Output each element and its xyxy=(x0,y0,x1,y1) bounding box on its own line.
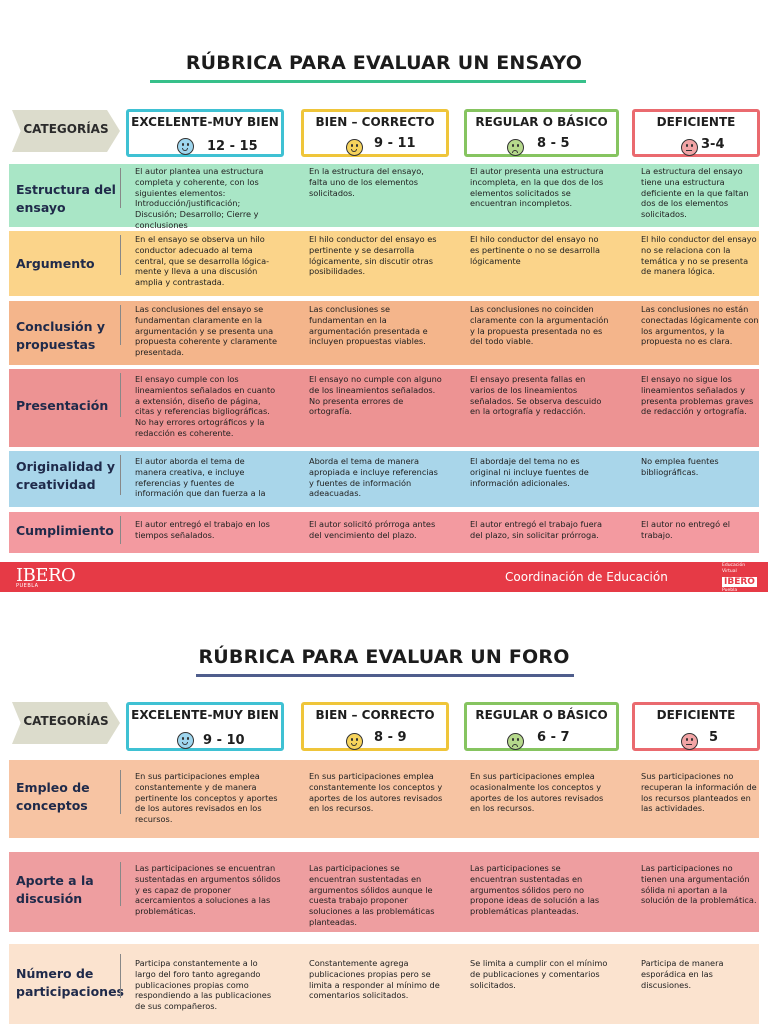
smile-face-icon xyxy=(346,733,363,750)
ensayo-categorias-label: CATEGORÍAS xyxy=(12,110,120,152)
footer-bar: IBERO PUEBLA Coordinación de Educación E… xyxy=(0,562,768,593)
foro-title-underline xyxy=(196,674,574,677)
smile-face-icon xyxy=(346,139,363,156)
ensayo-header-excelente: EXCELENTE-MUY BIEN 12 - 15 xyxy=(126,109,284,157)
ensayo-row-originalidad: Originalidad y creatividad El autor abor… xyxy=(9,451,759,507)
happy-face-icon xyxy=(177,732,194,749)
neutral-face-icon xyxy=(681,733,698,750)
ibero-logo: IBERO xyxy=(16,565,76,586)
foro-row-aporte-discusion: Aporte a la discusión Las participacione… xyxy=(9,852,759,932)
foro-title: RÚBRICA PARA EVALUAR UN FORO xyxy=(198,646,570,668)
ensayo-title: RÚBRICA PARA EVALUAR UN ENSAYO xyxy=(185,52,583,74)
sad-face-icon xyxy=(507,139,524,156)
ibero-logo-sub: PUEBLA xyxy=(16,583,39,589)
foro-header-bien: BIEN – CORRECTO 8 - 9 xyxy=(301,702,449,751)
ensayo-header-regular: REGULAR O BÁSICO 8 - 5 xyxy=(464,109,619,157)
coordinacion-text: Coordinación de Educación xyxy=(505,570,668,584)
ensayo-row-cumplimiento: Cumplimiento El autor entregó el trabajo… xyxy=(9,512,759,553)
ensayo-row-argumento: Argumento En el ensayo se observa un hil… xyxy=(9,231,759,296)
sad-face-icon xyxy=(507,733,524,750)
foro-header-excelente: EXCELENTE-MUY BIEN 9 - 10 xyxy=(126,702,284,751)
foro-header-deficiente: DEFICIENTE 5 xyxy=(632,702,760,751)
ensayo-header-bien: BIEN – CORRECTO 9 - 11 xyxy=(301,109,449,157)
foro-row-empleo-conceptos: Empleo de conceptos En sus participacion… xyxy=(9,760,759,838)
ensayo-row-estructura: Estructura del ensayo El autor plantea u… xyxy=(9,164,759,230)
ensayo-title-underline xyxy=(150,80,586,83)
foro-header-regular: REGULAR O BÁSICO 6 - 7 xyxy=(464,702,619,751)
ensayo-header-deficiente: DEFICIENTE 3-4 xyxy=(632,109,760,157)
ensayo-row-conclusion: Conclusión y propuestas Las conclusiones… xyxy=(9,301,759,365)
neutral-face-icon xyxy=(681,139,698,156)
educacion-virtual-badge: Educación Virtual IBERO Puebla xyxy=(722,563,757,593)
happy-face-icon xyxy=(177,138,194,155)
foro-row-numero-participaciones: Número de participaciones Participa cons… xyxy=(9,944,759,1024)
foro-categorias-label: CATEGORÍAS xyxy=(12,702,120,744)
ensayo-row-presentacion: Presentación El ensayo cumple con los li… xyxy=(9,369,759,447)
